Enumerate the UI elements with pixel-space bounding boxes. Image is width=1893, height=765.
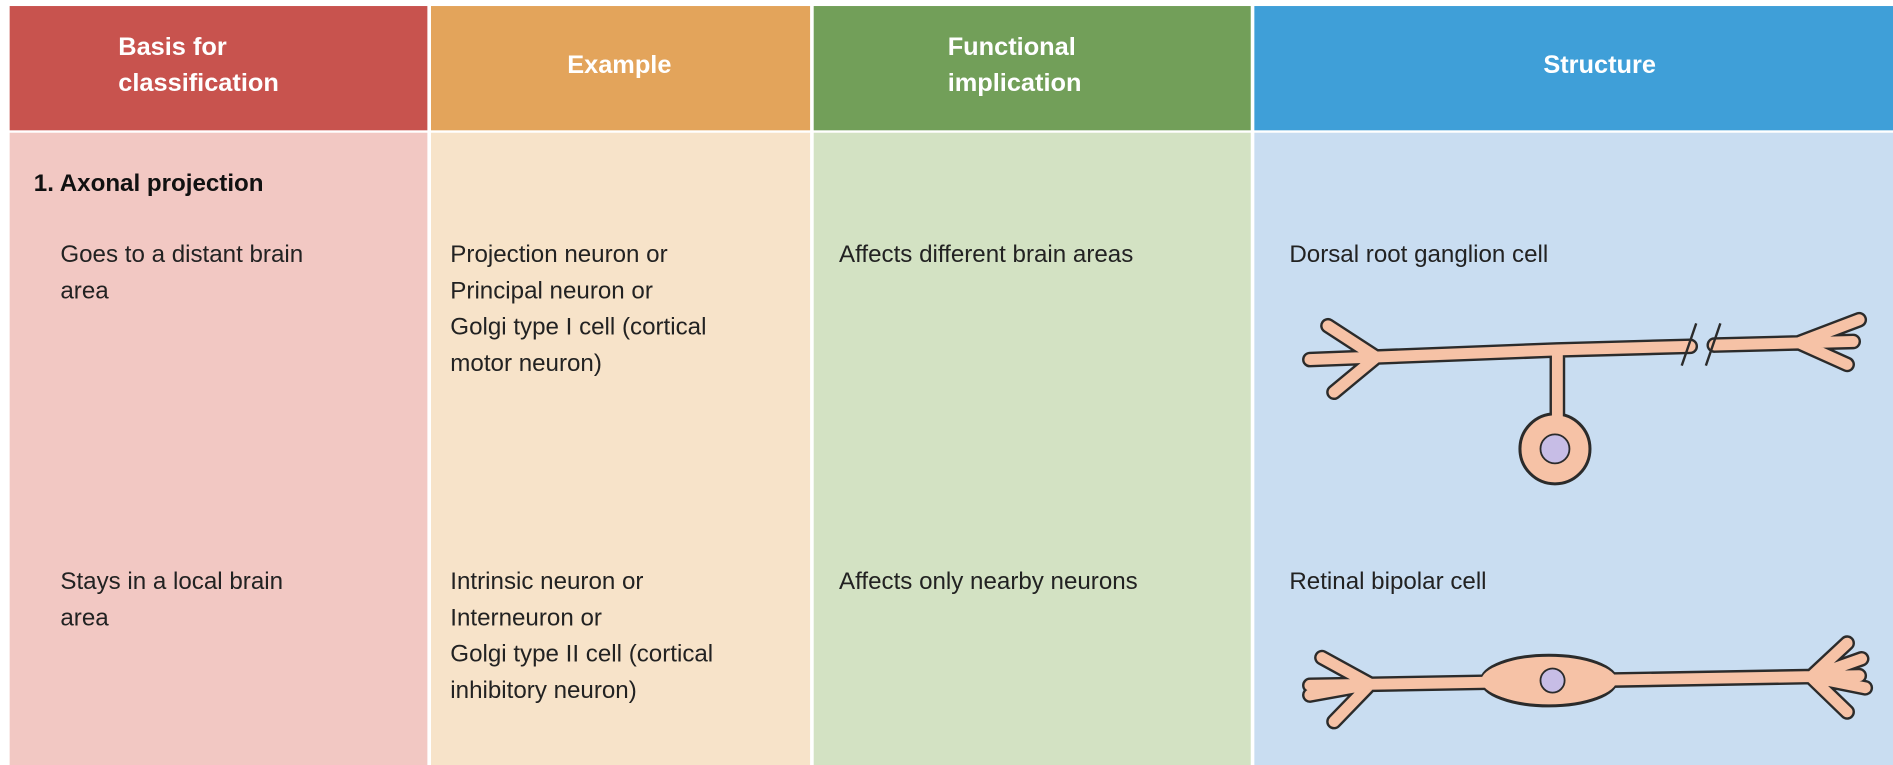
dorsal-root-ganglion-illustration <box>1310 320 1859 486</box>
column-body <box>430 132 811 765</box>
cell-text: motor neuron) <box>450 350 602 377</box>
bipolar-cell-illustration <box>1310 643 1865 721</box>
cell-text: Affects only nearby neurons <box>839 568 1138 595</box>
header-text: Example <box>567 51 671 79</box>
cell-text: Golgi type II cell (cortical <box>450 641 713 668</box>
header-text: Structure <box>1543 51 1656 79</box>
cell-text: Dorsal root ganglion cell <box>1289 241 1548 268</box>
header-cell <box>1254 6 1893 131</box>
header-text: implication <box>948 69 1082 97</box>
cell-text: Retinal bipolar cell <box>1289 568 1486 595</box>
cell-text: Projection neuron or <box>450 241 667 268</box>
cell-text: Principal neuron or <box>450 277 653 304</box>
column-body <box>813 132 1251 765</box>
header-text: classification <box>118 69 279 97</box>
cell-text: Interneuron or <box>450 604 602 631</box>
header-cell <box>9 6 428 131</box>
cell-text: Affects different brain areas <box>839 241 1133 268</box>
cell-text: Goes to a distant brain <box>60 241 303 268</box>
cell-text: inhibitory neuron) <box>450 677 636 704</box>
section-title: 1. Axonal projection <box>34 170 264 197</box>
cell-text: area <box>60 277 109 304</box>
cell-text: Stays in a local brain <box>60 568 283 595</box>
header-text: Functional <box>948 33 1076 61</box>
cell-text: area <box>60 604 109 631</box>
header-text: Basis for <box>118 33 227 61</box>
header-cell <box>430 6 811 131</box>
column-body <box>9 132 428 765</box>
cell-text: Intrinsic neuron or <box>450 568 643 595</box>
header-cell <box>813 6 1251 131</box>
cell-text: Golgi type I cell (cortical <box>450 314 706 341</box>
